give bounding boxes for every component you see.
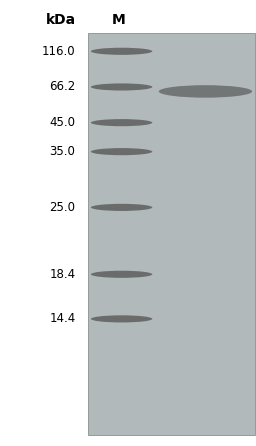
Text: M: M [112, 13, 126, 27]
Ellipse shape [91, 83, 152, 91]
Ellipse shape [91, 119, 152, 126]
Text: 45.0: 45.0 [49, 116, 76, 129]
Text: 66.2: 66.2 [49, 80, 76, 94]
Text: 14.4: 14.4 [49, 312, 76, 326]
Ellipse shape [91, 315, 152, 322]
Text: 116.0: 116.0 [42, 45, 76, 58]
Ellipse shape [91, 148, 152, 155]
Text: 18.4: 18.4 [49, 268, 76, 281]
Ellipse shape [91, 48, 152, 55]
Text: 35.0: 35.0 [50, 145, 76, 158]
Ellipse shape [91, 204, 152, 211]
Text: kDa: kDa [45, 13, 76, 27]
Ellipse shape [159, 85, 252, 98]
Text: 25.0: 25.0 [49, 201, 76, 214]
Ellipse shape [91, 271, 152, 278]
Bar [88, 33, 255, 435]
